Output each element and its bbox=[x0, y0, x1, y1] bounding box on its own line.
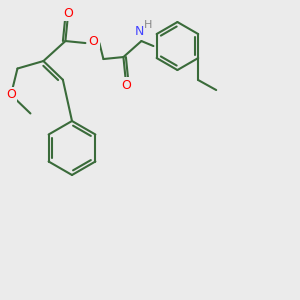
Text: N: N bbox=[135, 25, 144, 38]
Text: O: O bbox=[88, 34, 98, 47]
Text: O: O bbox=[64, 7, 73, 20]
Text: O: O bbox=[6, 88, 16, 101]
Text: O: O bbox=[122, 79, 131, 92]
Text: H: H bbox=[144, 20, 153, 30]
